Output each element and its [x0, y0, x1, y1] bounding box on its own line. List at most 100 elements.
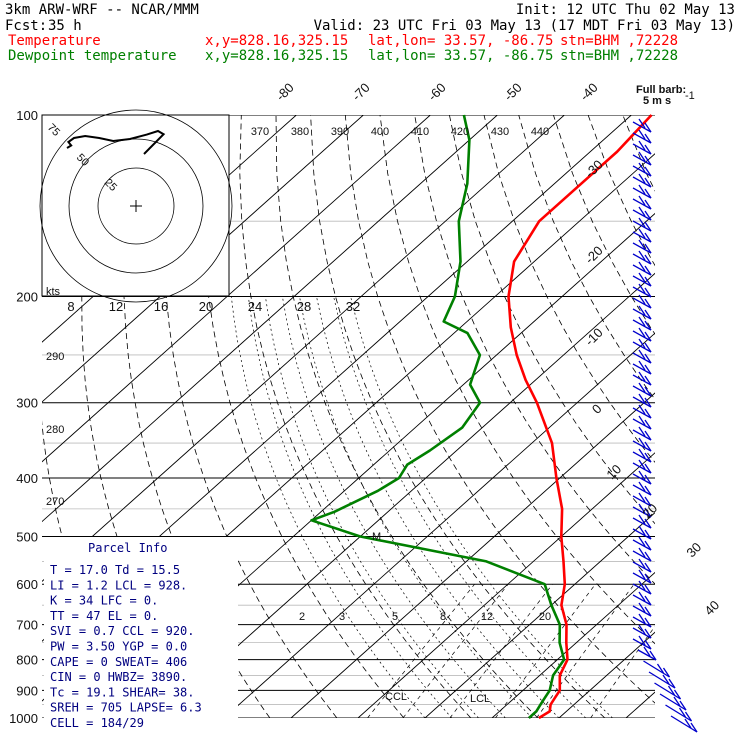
wind-barb-flag	[638, 250, 646, 261]
isotherm-label-10: 10	[603, 461, 624, 482]
pressure-label-400: 400	[16, 471, 38, 486]
wind-barb	[632, 591, 652, 606]
wind-barb-flag	[644, 177, 652, 188]
wind-barb-staff	[643, 660, 670, 678]
wind-barbs	[632, 118, 698, 733]
wind-barb-flag	[638, 470, 646, 481]
hodo-speed-label-20: 20	[199, 299, 213, 314]
dry-adiabat-300	[310, 115, 606, 718]
wind-barb-flag	[638, 173, 646, 184]
wind-barb-flag	[644, 188, 652, 199]
dry-adiabat-330	[414, 115, 655, 585]
wind-barb-staff	[632, 583, 652, 595]
isotherm-label--80: -80	[273, 80, 297, 104]
wind-barb	[632, 558, 652, 573]
wind-barb-flag	[638, 459, 646, 470]
wind-barb-flag	[638, 558, 646, 569]
hodograph-ring-0	[97, 167, 175, 245]
wind-barb-flag	[638, 283, 646, 294]
wind-barb-staff	[632, 484, 652, 496]
forecast-label: Fcst:	[5, 18, 47, 34]
wind-barb-flag	[644, 243, 652, 254]
dry-adiabat-350	[483, 115, 655, 463]
wind-barb	[632, 250, 652, 265]
wind-barb-flag	[644, 408, 652, 419]
mixing-ratio-20	[590, 625, 655, 718]
wind-barb-flag	[644, 298, 652, 309]
wind-barb-staff	[632, 451, 652, 463]
wind-barb-staff	[632, 187, 652, 199]
wind-barb	[632, 129, 652, 144]
pressure-label-900: 900	[16, 683, 38, 698]
wind-barb	[632, 371, 652, 386]
wind-barb-flag	[644, 474, 652, 485]
wind-barb-flag	[638, 272, 646, 283]
wind-barb-flag	[644, 276, 652, 287]
lcl-label: LCL	[470, 693, 490, 705]
wind-barb	[632, 140, 652, 155]
wind-barb-flag	[644, 441, 652, 452]
parcel-info-line: LI = 1.2 LCL = 928.	[50, 578, 187, 592]
wind-barb	[632, 426, 652, 441]
mixing-ratio-label-2: 2	[299, 611, 305, 623]
pressure-label-700: 700	[16, 618, 38, 633]
parcel-info-line: CAPE = 0 SWEAT= 406	[50, 655, 187, 669]
wind-barb-staff	[632, 231, 652, 243]
moist-adiabat-16	[299, 296, 533, 718]
wind-barb-flag	[638, 349, 646, 360]
parcel-info-line: SREH = 705 LAPSE= 6.3	[50, 701, 202, 715]
theta-e-label-410: 410	[411, 126, 429, 138]
wind-barb-staff	[632, 242, 652, 254]
moist-adiabat-28	[350, 296, 613, 718]
moist-adiabat-12	[282, 296, 506, 718]
moist-adiabat-20	[316, 296, 560, 718]
wind-barb-flag	[638, 371, 646, 382]
wind-barb-flag	[644, 463, 652, 474]
wind-barb-flag	[644, 144, 652, 155]
wind-barb	[632, 404, 652, 419]
wind-barb-flag	[644, 562, 652, 573]
wind-barb-flag	[644, 573, 652, 584]
model-title: 3km ARW-WRF -- NCAR/MMM	[5, 2, 199, 18]
wind-barb-staff	[632, 176, 652, 188]
dry-adiabat-310	[344, 115, 655, 704]
wind-barb-flag	[638, 162, 646, 173]
wind-barb-staff	[632, 253, 652, 265]
wind-barb	[665, 704, 693, 722]
wind-barb-staff	[632, 143, 652, 155]
wind-barb-staff	[632, 429, 652, 441]
wind-barb	[632, 503, 652, 518]
dry-adiabat-340	[449, 115, 655, 525]
wind-barb	[632, 195, 652, 210]
wind-barb-flag	[644, 199, 652, 210]
isotherm-30	[625, 691, 655, 718]
wind-barb-staff	[632, 517, 652, 529]
barb-legend-title: Full barb:	[636, 84, 686, 96]
wind-barb-flag	[638, 140, 646, 151]
wind-barb	[632, 261, 652, 276]
barb-legend-exponent: -1	[685, 90, 695, 102]
wind-barb-flag	[638, 525, 646, 536]
dewpoint-latlon: lat,lon= 33.57, -86.75	[368, 48, 553, 64]
wind-barb	[632, 305, 652, 320]
wind-barb-flag	[638, 338, 646, 349]
pressure-label-100: 100	[16, 108, 38, 123]
theta-e-label-440: 440	[531, 126, 549, 138]
moist-adiabat-8	[265, 296, 479, 718]
mixing-ratio-label-8: 8	[440, 611, 446, 623]
wind-barb	[632, 547, 652, 562]
wind-barb	[632, 492, 652, 507]
isotherm--110	[42, 115, 364, 403]
dry-adiabat-320	[379, 115, 655, 645]
m-label: M	[372, 531, 381, 543]
wind-barb	[632, 514, 652, 529]
wind-barb-flag	[644, 320, 652, 331]
wind-barb-staff	[632, 396, 652, 408]
isotherm-label--50: -50	[501, 80, 525, 104]
wind-barb-flag	[649, 650, 657, 661]
wind-barb-flag	[644, 507, 652, 518]
wind-barb	[632, 283, 652, 298]
wind-barb-flag	[644, 309, 652, 320]
wind-barb-staff	[632, 495, 652, 507]
